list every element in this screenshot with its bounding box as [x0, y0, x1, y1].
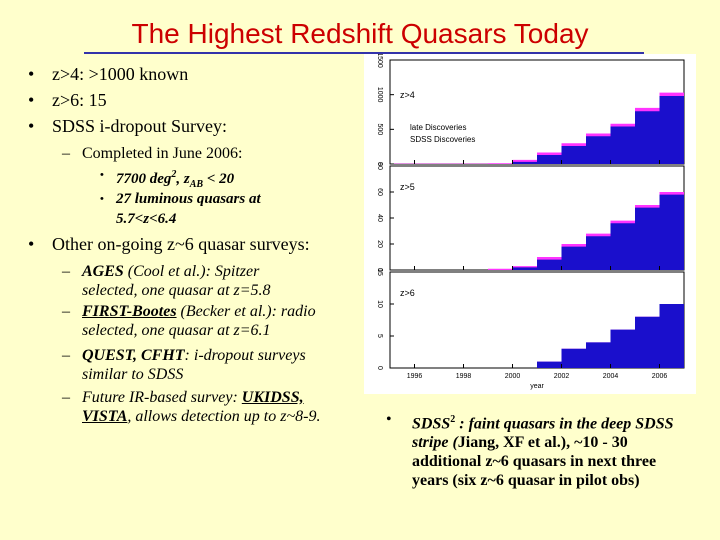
bullet-dot: •: [28, 90, 35, 110]
dash-marker: –: [62, 303, 70, 320]
x-tick-label: 1998: [456, 373, 472, 380]
x-tick-label: 2004: [603, 373, 619, 380]
survey-quest-line1: QUEST, CFHT: i-dropout surveys: [82, 347, 306, 364]
legend-late: late Discoveries: [410, 123, 466, 132]
bullet-dot: •: [100, 193, 104, 205]
bullet-dot: •: [100, 169, 104, 181]
survey-first-line2: selected, one quasar at z=6.1: [82, 322, 271, 339]
dash-marker: –: [62, 263, 70, 280]
y-tick-label: 20: [376, 240, 383, 248]
series-sdss-discoveries: [390, 194, 684, 270]
panel-label: z>5: [400, 182, 415, 192]
bullet-z6-text: z>6: 15: [52, 90, 107, 110]
bullet-dot: •: [28, 64, 35, 84]
survey-first-line1: FIRST-Bootes (Becker et al.): radio: [82, 303, 316, 320]
sub-completed-text: Completed in June 2006:: [82, 145, 243, 162]
series-sdss-discoveries: [390, 96, 684, 164]
series-sdss-discoveries: [390, 304, 684, 368]
bullet-sdss-text: SDSS i-dropout Survey:: [52, 116, 228, 136]
y-tick-label: 15: [376, 268, 383, 276]
y-tick-label: 40: [376, 214, 383, 222]
y-tick-label: 1000: [376, 87, 383, 103]
x-axis-label: year: [530, 383, 544, 390]
y-tick-label: 5: [376, 334, 383, 338]
bullet-other-text: Other on-going z~6 quasar surveys:: [52, 234, 310, 254]
survey-quest-line2: similar to SDSS: [82, 366, 184, 383]
legend-sdss: SDSS Discoveries: [410, 135, 475, 144]
y-tick-label: 60: [376, 188, 383, 196]
bullet-dot: •: [28, 116, 35, 136]
sub-quasars-line2: 5.7<z<6.4: [116, 211, 177, 227]
sub-area-text: 7700 deg2, zAB < 20: [116, 169, 235, 190]
y-tick-label: 1500: [376, 54, 383, 68]
panel-label: z>6: [400, 288, 415, 298]
y-tick-label: 0: [376, 268, 383, 272]
x-tick-label: 2000: [505, 373, 521, 380]
sdss2-text: SDSS2 : faint quasars in the deep SDSS s…: [412, 414, 674, 490]
dash-marker: –: [62, 389, 70, 406]
y-tick-label: 0: [376, 366, 383, 370]
y-tick-label: 80: [376, 162, 383, 170]
discovery-chart-svg: 0 500 1000 1500 z>4 0 20 40 60 80 z>5 0 5 10 15 z>6 1996…: [376, 52, 685, 390]
panel-label: z>4: [400, 90, 415, 100]
discovery-chart: 0 500 1000 1500 z>4 0 20 40 60 80 z>5 0 5 10 15 z>6 1996…: [364, 52, 696, 394]
sub-quasars-line1: 27 luminous quasars at: [116, 191, 261, 207]
survey-future-line2: VISTA, allows detection up to z~8-9.: [82, 408, 321, 425]
dash-marker: –: [62, 145, 70, 162]
x-tick-label: 1996: [407, 373, 423, 380]
y-tick-label: 10: [376, 300, 383, 308]
survey-ages-line1: AGES (Cool et al.): Spitzer: [82, 263, 260, 280]
y-tick-label: 0: [376, 162, 383, 166]
bullet-dot: •: [386, 411, 392, 428]
survey-future-line1: Future IR-based survey: UKIDSS,: [82, 389, 304, 406]
y-tick-label: 500: [376, 123, 383, 135]
bullet-dot: •: [28, 234, 35, 254]
title-underline: [84, 52, 644, 54]
slide-title: The Highest Redshift Quasars Today: [131, 18, 589, 49]
bullet-z4-text: z>4: >1000 known: [52, 64, 189, 84]
x-tick-label: 2006: [652, 373, 668, 380]
dash-marker: –: [62, 347, 70, 364]
x-tick-label: 2002: [554, 373, 570, 380]
survey-ages-line2: selected, one quasar at z=5.8: [82, 282, 271, 299]
